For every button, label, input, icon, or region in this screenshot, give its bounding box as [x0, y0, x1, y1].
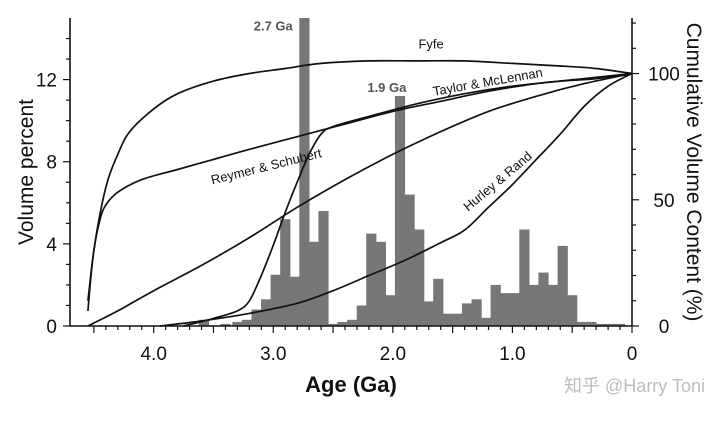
left-y-tick-label: 12 [36, 71, 57, 92]
bar [232, 321, 243, 326]
bar [500, 293, 511, 326]
bar [356, 305, 367, 326]
x-tick-label: 2.0 [380, 344, 406, 365]
bar [347, 319, 358, 326]
bar [299, 18, 310, 326]
bar [490, 284, 501, 326]
bar [586, 321, 597, 326]
bar [318, 211, 329, 326]
watermark-text: 知乎 @Harry Toni [564, 376, 705, 396]
bar [414, 229, 425, 326]
bar [198, 319, 209, 326]
bar [528, 284, 540, 326]
bar [442, 313, 453, 326]
x-tick-label: 0 [627, 344, 638, 365]
bar [615, 323, 626, 326]
left-y-tick-label: 4 [46, 235, 57, 256]
bar [375, 241, 386, 326]
bar [270, 274, 281, 326]
curve-unlabeled [87, 72, 633, 327]
x-tick-label: 1.0 [499, 344, 525, 365]
bar [261, 299, 272, 326]
bar [423, 301, 434, 326]
bars-layer [198, 18, 626, 326]
x-tick-label: 4.0 [140, 344, 166, 365]
right-y-axis-title: Cumulative Volume Content (%) [682, 23, 705, 322]
bar [461, 303, 473, 326]
bar [595, 323, 606, 326]
bar [241, 319, 253, 326]
x-axis-title: Age (Ga) [305, 372, 397, 397]
right-y-tick-label: 50 [653, 191, 674, 212]
curve-label: Taylor & McLennan [432, 65, 544, 99]
curve-label: Hurley & Rand [460, 148, 534, 214]
curve-fyfe [87, 59, 633, 311]
bar [481, 317, 492, 326]
axes-layer [69, 18, 633, 327]
bar [548, 284, 559, 326]
curve-hurley-rand [159, 72, 633, 327]
curves-layer [87, 59, 633, 327]
bar [538, 272, 549, 326]
bar [220, 323, 231, 326]
bar [337, 321, 348, 326]
left-y-axis-title: Volume percent [15, 99, 38, 245]
bar [404, 194, 415, 326]
bar [509, 293, 520, 326]
bar [385, 295, 396, 326]
bar [576, 321, 587, 326]
x-tick-label: 3.0 [260, 344, 286, 365]
bar [519, 229, 530, 326]
left-y-tick-label: 8 [46, 153, 57, 174]
bar [433, 278, 444, 326]
bar [557, 245, 568, 326]
bar [280, 219, 291, 326]
bar [289, 276, 300, 326]
bar [452, 313, 463, 326]
right-y-tick-label: 100 [648, 65, 680, 86]
bar [251, 309, 262, 326]
bar-annotation: 2.7 Ga [254, 18, 294, 33]
bar [308, 241, 320, 326]
bar-annotation: 1.9 Ga [367, 80, 407, 95]
bar [567, 295, 578, 326]
bar [394, 96, 406, 326]
curve-taylor-mclennan [183, 72, 633, 327]
bar [471, 299, 482, 326]
bar [605, 323, 616, 326]
bar [328, 323, 339, 326]
curve-reymer-schubert [87, 72, 633, 301]
right-y-tick-label: 0 [659, 317, 670, 338]
left-y-tick-label: 0 [46, 317, 57, 338]
bar [366, 233, 377, 326]
curve-label: Fyfe [418, 36, 443, 51]
